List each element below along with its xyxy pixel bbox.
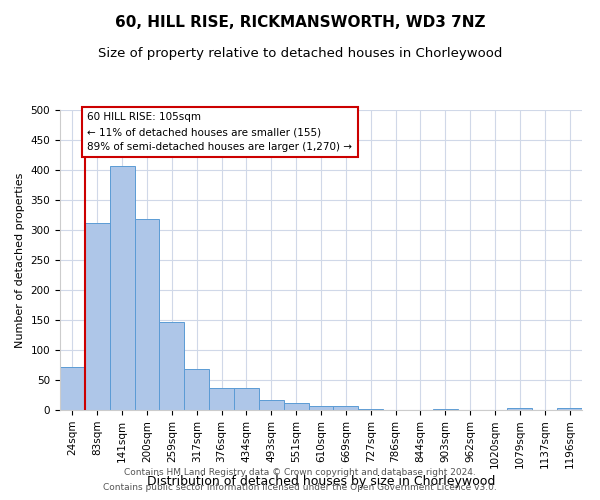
Text: 60, HILL RISE, RICKMANSWORTH, WD3 7NZ: 60, HILL RISE, RICKMANSWORTH, WD3 7NZ [115, 15, 485, 30]
Text: Size of property relative to detached houses in Chorleywood: Size of property relative to detached ho… [98, 48, 502, 60]
Text: Contains HM Land Registry data © Crown copyright and database right 2024.: Contains HM Land Registry data © Crown c… [124, 468, 476, 477]
Bar [334, 406, 358, 410]
Y-axis label: Number of detached properties: Number of detached properties [15, 172, 25, 348]
Bar [134, 219, 160, 410]
Bar [433, 409, 458, 410]
Bar [110, 166, 134, 410]
Bar [160, 322, 184, 410]
Bar [209, 388, 234, 410]
Bar [60, 367, 85, 410]
Bar [234, 388, 259, 410]
Text: 60 HILL RISE: 105sqm
← 11% of detached houses are smaller (155)
89% of semi-deta: 60 HILL RISE: 105sqm ← 11% of detached h… [88, 112, 352, 152]
Bar [308, 406, 334, 410]
Bar [557, 408, 582, 410]
Bar [259, 400, 284, 410]
Bar [184, 369, 209, 410]
Text: Contains public sector information licensed under the Open Government Licence v3: Contains public sector information licen… [103, 483, 497, 492]
Bar [85, 223, 110, 410]
Bar [508, 408, 532, 410]
Bar [284, 404, 308, 410]
X-axis label: Distribution of detached houses by size in Chorleywood: Distribution of detached houses by size … [147, 476, 495, 488]
Bar [358, 409, 383, 410]
